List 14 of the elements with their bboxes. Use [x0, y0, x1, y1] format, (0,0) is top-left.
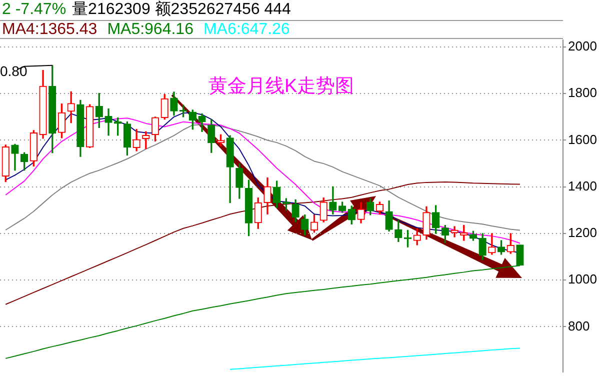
text: MA6:647.26 [203, 21, 290, 38]
text: MA5:964.16 [107, 21, 194, 38]
text: 2 -7.47% [2, 1, 66, 18]
y-tick-label: 1000 [568, 272, 597, 287]
text: 黄金月线K走势图 [208, 74, 354, 99]
y-tick-label: 1800 [568, 85, 597, 100]
annotation: 0.80 [0, 63, 28, 80]
y-tick-label: 800 [568, 318, 590, 334]
y-tick-label: 1600 [568, 132, 597, 147]
y-tick-label: 2000 [568, 38, 597, 54]
y-tick-label: 1400 [568, 178, 597, 194]
y-tick-label: 1200 [568, 225, 597, 240]
text: MA4:1365.43 [2, 21, 98, 38]
text: 量2162309 额2352627456 444 [72, 1, 291, 18]
